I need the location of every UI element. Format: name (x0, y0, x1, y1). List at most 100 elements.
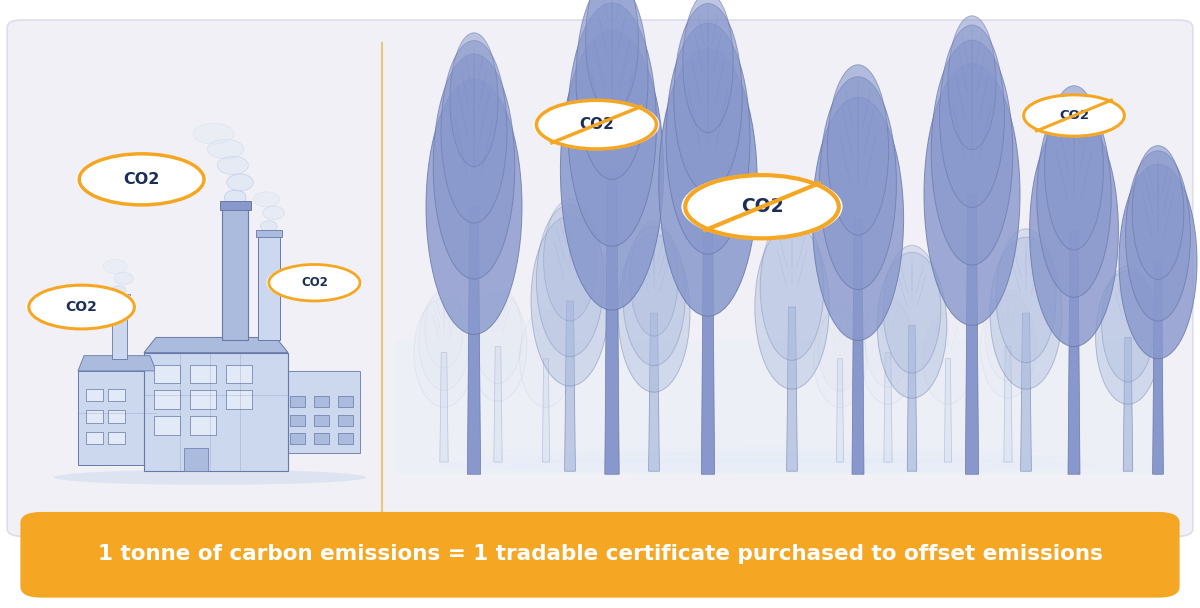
Polygon shape (144, 337, 288, 353)
FancyBboxPatch shape (86, 432, 103, 444)
Ellipse shape (666, 23, 750, 254)
Ellipse shape (940, 25, 1004, 207)
FancyBboxPatch shape (86, 410, 103, 423)
Ellipse shape (253, 192, 280, 207)
Text: 1 tonne of carbon emissions = 1 tradable certificate purchased to offset emissio: 1 tonne of carbon emissions = 1 tradable… (97, 545, 1103, 564)
Ellipse shape (1030, 116, 1118, 347)
FancyBboxPatch shape (282, 371, 360, 453)
Polygon shape (78, 356, 156, 371)
FancyBboxPatch shape (338, 415, 353, 426)
Ellipse shape (755, 225, 829, 389)
Ellipse shape (877, 252, 947, 398)
Ellipse shape (586, 0, 638, 112)
Ellipse shape (79, 154, 204, 205)
Ellipse shape (520, 310, 572, 407)
Ellipse shape (438, 457, 1098, 473)
Ellipse shape (828, 65, 888, 235)
Ellipse shape (1024, 95, 1124, 136)
Polygon shape (884, 353, 892, 462)
Ellipse shape (923, 313, 973, 404)
Ellipse shape (474, 286, 522, 384)
Ellipse shape (814, 310, 866, 407)
Ellipse shape (419, 293, 469, 390)
Ellipse shape (76, 153, 208, 206)
Ellipse shape (217, 156, 248, 174)
Ellipse shape (1102, 266, 1154, 382)
Ellipse shape (860, 301, 916, 404)
Ellipse shape (468, 452, 1068, 464)
Text: CO2: CO2 (301, 276, 328, 289)
Polygon shape (1020, 313, 1031, 471)
FancyBboxPatch shape (220, 201, 251, 210)
Ellipse shape (682, 173, 842, 240)
Polygon shape (701, 182, 714, 474)
Ellipse shape (536, 204, 604, 356)
Ellipse shape (659, 49, 757, 316)
Polygon shape (468, 207, 480, 474)
Ellipse shape (623, 226, 685, 365)
Ellipse shape (985, 289, 1031, 381)
Polygon shape (944, 359, 952, 462)
FancyBboxPatch shape (190, 390, 216, 409)
FancyBboxPatch shape (154, 365, 180, 383)
FancyBboxPatch shape (222, 207, 248, 340)
Polygon shape (542, 359, 550, 462)
FancyBboxPatch shape (226, 365, 252, 383)
Ellipse shape (618, 234, 690, 392)
Polygon shape (966, 195, 979, 474)
FancyBboxPatch shape (290, 396, 305, 407)
Text: CO2: CO2 (740, 197, 784, 216)
FancyBboxPatch shape (144, 353, 288, 471)
Ellipse shape (1044, 86, 1104, 250)
FancyBboxPatch shape (314, 433, 329, 444)
Polygon shape (565, 301, 576, 471)
Polygon shape (605, 170, 619, 474)
Ellipse shape (948, 16, 996, 150)
Text: CO2: CO2 (66, 300, 97, 314)
Ellipse shape (1120, 164, 1198, 359)
Ellipse shape (990, 237, 1062, 389)
Ellipse shape (530, 216, 610, 386)
Ellipse shape (568, 3, 656, 246)
FancyBboxPatch shape (290, 415, 305, 426)
Ellipse shape (536, 100, 656, 149)
Ellipse shape (208, 139, 244, 159)
FancyBboxPatch shape (338, 433, 353, 444)
FancyBboxPatch shape (108, 432, 125, 444)
FancyBboxPatch shape (7, 20, 1193, 536)
Ellipse shape (560, 30, 664, 310)
Polygon shape (649, 313, 660, 471)
Polygon shape (1153, 261, 1163, 474)
Ellipse shape (1037, 97, 1111, 297)
Ellipse shape (414, 298, 474, 407)
FancyBboxPatch shape (108, 410, 125, 423)
Ellipse shape (544, 199, 596, 321)
Ellipse shape (818, 306, 862, 391)
Ellipse shape (1126, 151, 1190, 321)
Text: CO2: CO2 (578, 117, 614, 132)
Ellipse shape (674, 4, 742, 192)
Ellipse shape (812, 97, 904, 340)
Ellipse shape (266, 264, 362, 302)
Ellipse shape (924, 64, 1020, 325)
FancyBboxPatch shape (258, 234, 280, 340)
FancyBboxPatch shape (256, 230, 282, 237)
FancyBboxPatch shape (190, 416, 216, 435)
Text: CO2: CO2 (124, 172, 160, 187)
FancyBboxPatch shape (108, 389, 125, 401)
FancyBboxPatch shape (226, 390, 252, 409)
Ellipse shape (269, 264, 360, 301)
Ellipse shape (576, 0, 648, 179)
Ellipse shape (193, 123, 234, 144)
FancyBboxPatch shape (109, 294, 130, 300)
Ellipse shape (865, 296, 911, 387)
FancyBboxPatch shape (314, 396, 329, 407)
Polygon shape (907, 325, 917, 471)
Ellipse shape (1132, 146, 1183, 280)
Ellipse shape (980, 295, 1036, 398)
Ellipse shape (224, 190, 246, 206)
FancyBboxPatch shape (338, 396, 353, 407)
Ellipse shape (1021, 94, 1127, 137)
Ellipse shape (498, 446, 1038, 455)
Ellipse shape (996, 229, 1056, 362)
